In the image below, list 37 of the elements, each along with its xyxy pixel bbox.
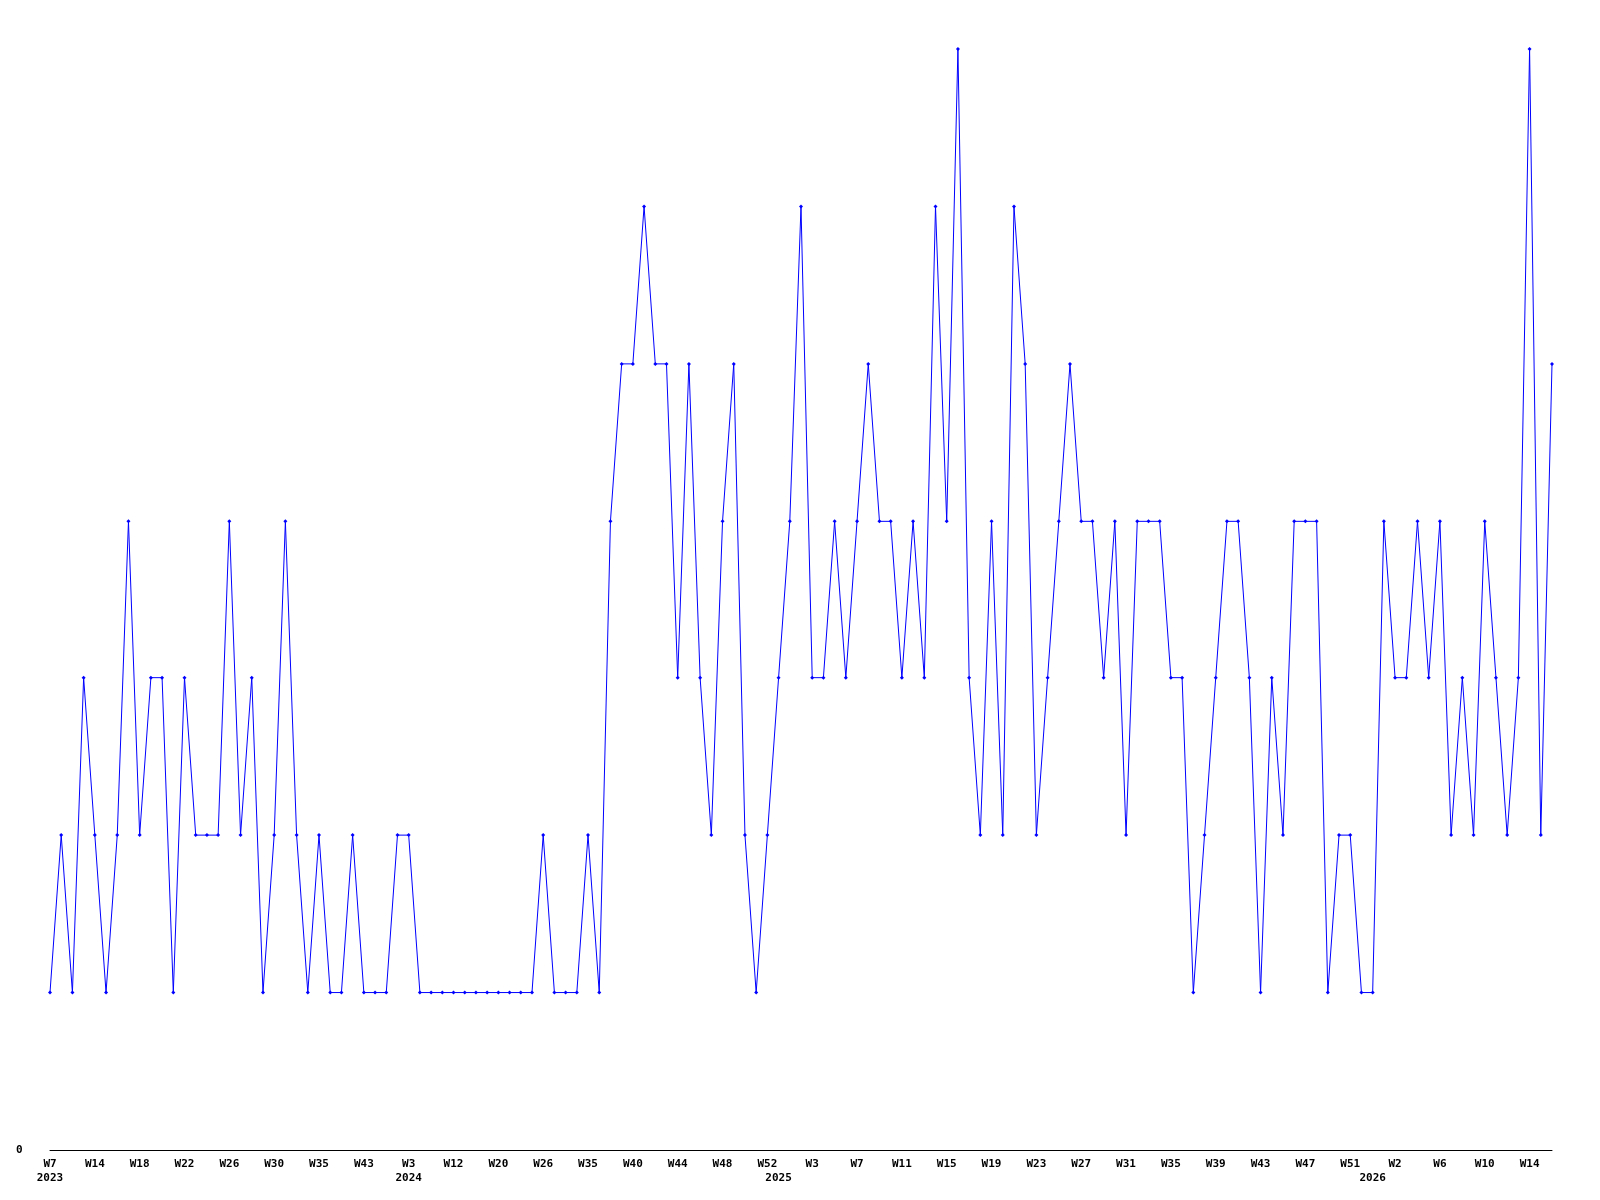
x-tick-label: W30 [264, 1156, 285, 1170]
x-tick-label: 2025 [765, 1170, 792, 1184]
x-tick-label: W26 [533, 1156, 554, 1170]
x-tick-label: W35 [1160, 1156, 1181, 1170]
x-tick-label: W52 [757, 1156, 778, 1170]
x-tick-label: W12 [443, 1156, 464, 1170]
x-tick-label: W7 2023 [36, 1156, 64, 1184]
x-tick-label: W6 [1433, 1156, 1447, 1170]
x-tick-label: W51 [1340, 1156, 1361, 1170]
x-tick-label: W26 [219, 1156, 240, 1170]
x-tick-label: W11 [891, 1156, 913, 1170]
x-tick-label: W23 [1026, 1156, 1047, 1170]
x-tick-label: W7 [850, 1156, 864, 1170]
x-tick-label: W43 [353, 1156, 374, 1170]
x-tick-label: W40 [622, 1156, 643, 1170]
text: 0 [16, 1143, 23, 1156]
x-tick-label: W31 [1116, 1156, 1137, 1170]
x-tick-label: W3 [805, 1156, 819, 1170]
x-tick-label: W44 [667, 1156, 689, 1170]
x-tick-label: W3 2024 [395, 1156, 423, 1184]
x-tick-label: W14 [84, 1156, 106, 1170]
x-tick-label: W14 [1519, 1156, 1540, 1170]
x-tick-label: W15 [936, 1156, 957, 1170]
x-tick-label: W35 [578, 1156, 598, 1170]
x-tick-label: W22 [174, 1156, 195, 1170]
x-tick-label: W10 [1474, 1156, 1495, 1170]
x-tick-label: W20 [488, 1156, 509, 1170]
x-tick-label: W43 [1250, 1156, 1271, 1170]
x-tick-label: W35 [309, 1156, 329, 1170]
x-tick-label: W27 [1071, 1156, 1092, 1170]
x-tick-label: W48 [712, 1156, 733, 1170]
x-tick-label: W47 [1295, 1156, 1316, 1170]
x-tick-label: 2026 [1359, 1170, 1387, 1184]
x-tick-label: W19 [981, 1156, 1002, 1170]
x-tick-label: W18 [129, 1156, 150, 1170]
x-tick-label: W2 [1388, 1156, 1402, 1170]
x-tick-label: W39 [1205, 1156, 1226, 1170]
